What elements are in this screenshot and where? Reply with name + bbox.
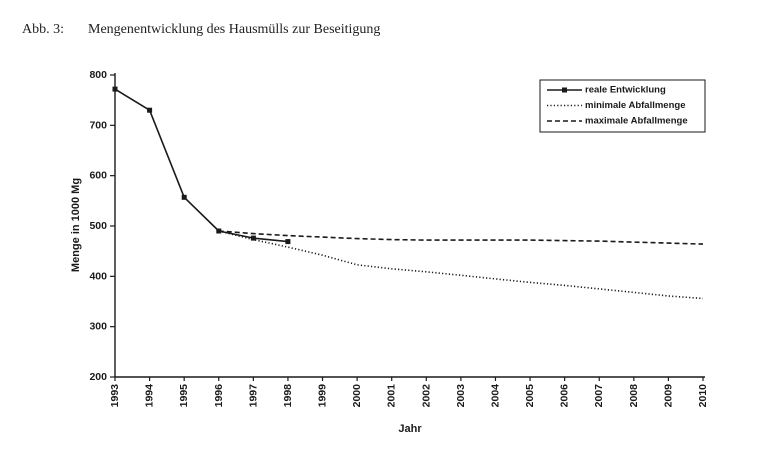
x-tick-label-2005: 2005 <box>524 384 536 408</box>
data-point-reale-entwicklung-1998 <box>285 239 291 245</box>
y-tick-label-200: 200 <box>89 371 107 383</box>
x-tick-label-1996: 1996 <box>213 384 225 408</box>
x-tick-label-2007: 2007 <box>593 384 605 408</box>
data-point-reale-entwicklung-1995 <box>181 194 187 200</box>
legend-marker-reale-entwicklung <box>562 87 567 93</box>
series-line-maximale-abfallmenge <box>218 230 704 245</box>
figure-caption-title: Mengenentwicklung des Hausmülls zur Bese… <box>88 22 381 37</box>
x-tick-label-1997: 1997 <box>247 384 259 408</box>
x-tick-label-1998: 1998 <box>282 384 294 408</box>
x-tick-label-2009: 2009 <box>662 384 674 408</box>
y-tick-label-600: 600 <box>89 170 107 182</box>
data-point-reale-entwicklung-1993 <box>112 86 118 92</box>
legend-label-minimale-abfallmenge: minimale Abfallmenge <box>585 100 685 111</box>
x-tick-label-2001: 2001 <box>386 384 398 408</box>
y-tick-label-500: 500 <box>89 220 107 232</box>
x-tick-label-2002: 2002 <box>420 384 432 408</box>
x-tick-label-2003: 2003 <box>455 384 467 408</box>
y-axis-ticks: 200 300 400 500 600 700 800 <box>89 69 115 383</box>
legend: reale Entwicklung minimale Abfallmenge max… <box>539 79 706 133</box>
x-tick-label-1999: 1999 <box>317 384 329 408</box>
legend-box <box>539 79 706 133</box>
figure-label: Abb. 3: <box>22 22 64 37</box>
legend-label-maximale-abfallmenge: maximale Abfallmenge <box>585 116 688 127</box>
series-line-minimale-abfallmenge <box>218 230 704 300</box>
x-tick-label-1995: 1995 <box>178 384 190 408</box>
legend-label-reale-entwicklung: reale Entwicklung <box>585 85 666 96</box>
x-tick-label-2006: 2006 <box>559 384 571 408</box>
data-point-reale-entwicklung-1997 <box>250 235 256 241</box>
series-line-reale-entwicklung <box>114 88 288 243</box>
x-tick-label-2010: 2010 <box>697 384 709 408</box>
x-axis-ticks: 1993 1994 1995 1996 1997 1998 1999 2000 2001 2002… <box>109 377 709 407</box>
y-tick-label-700: 700 <box>89 119 107 131</box>
data-point-reale-entwicklung-1994 <box>147 107 153 113</box>
x-tick-label-1993: 1993 <box>109 384 121 408</box>
x-axis-title: Jahr <box>398 423 422 435</box>
y-tick-label-300: 300 <box>89 321 107 333</box>
y-tick-label-400: 400 <box>89 270 107 282</box>
series-group <box>112 86 704 300</box>
y-tick-label-800: 800 <box>89 69 107 81</box>
x-tick-label-2004: 2004 <box>489 384 501 408</box>
x-tick-label-2000: 2000 <box>351 384 363 408</box>
x-tick-label-2008: 2008 <box>628 384 640 408</box>
x-tick-label-1994: 1994 <box>144 384 156 408</box>
y-axis-title: Menge in 1000 Mg <box>70 178 82 272</box>
